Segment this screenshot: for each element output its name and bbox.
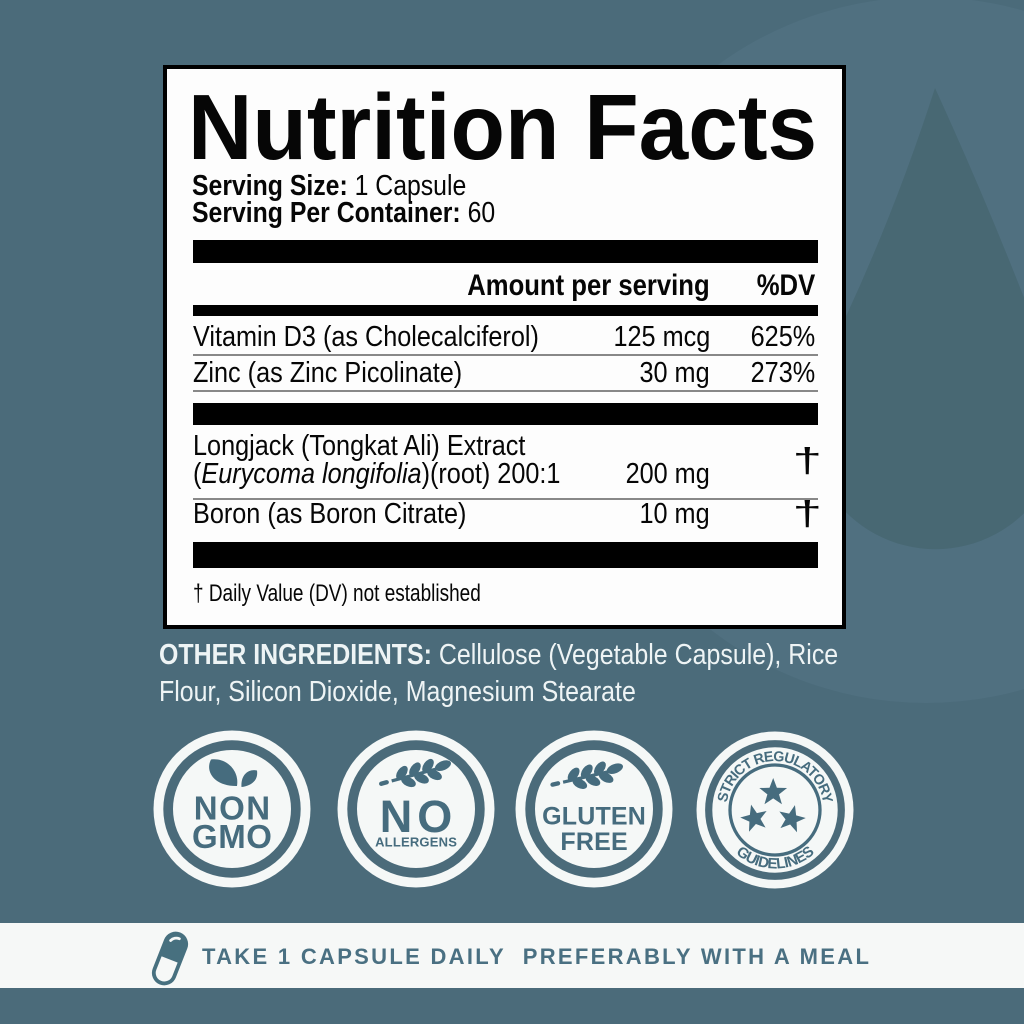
svg-text:NON: NON (194, 790, 272, 827)
svg-text:ALLERGENS: ALLERGENS (375, 835, 457, 850)
svg-text:GLUTEN: GLUTEN (542, 803, 646, 831)
svg-text:GMO: GMO (192, 818, 272, 855)
svg-text:NO: NO (380, 791, 458, 842)
svg-text:FREE: FREE (560, 828, 627, 856)
